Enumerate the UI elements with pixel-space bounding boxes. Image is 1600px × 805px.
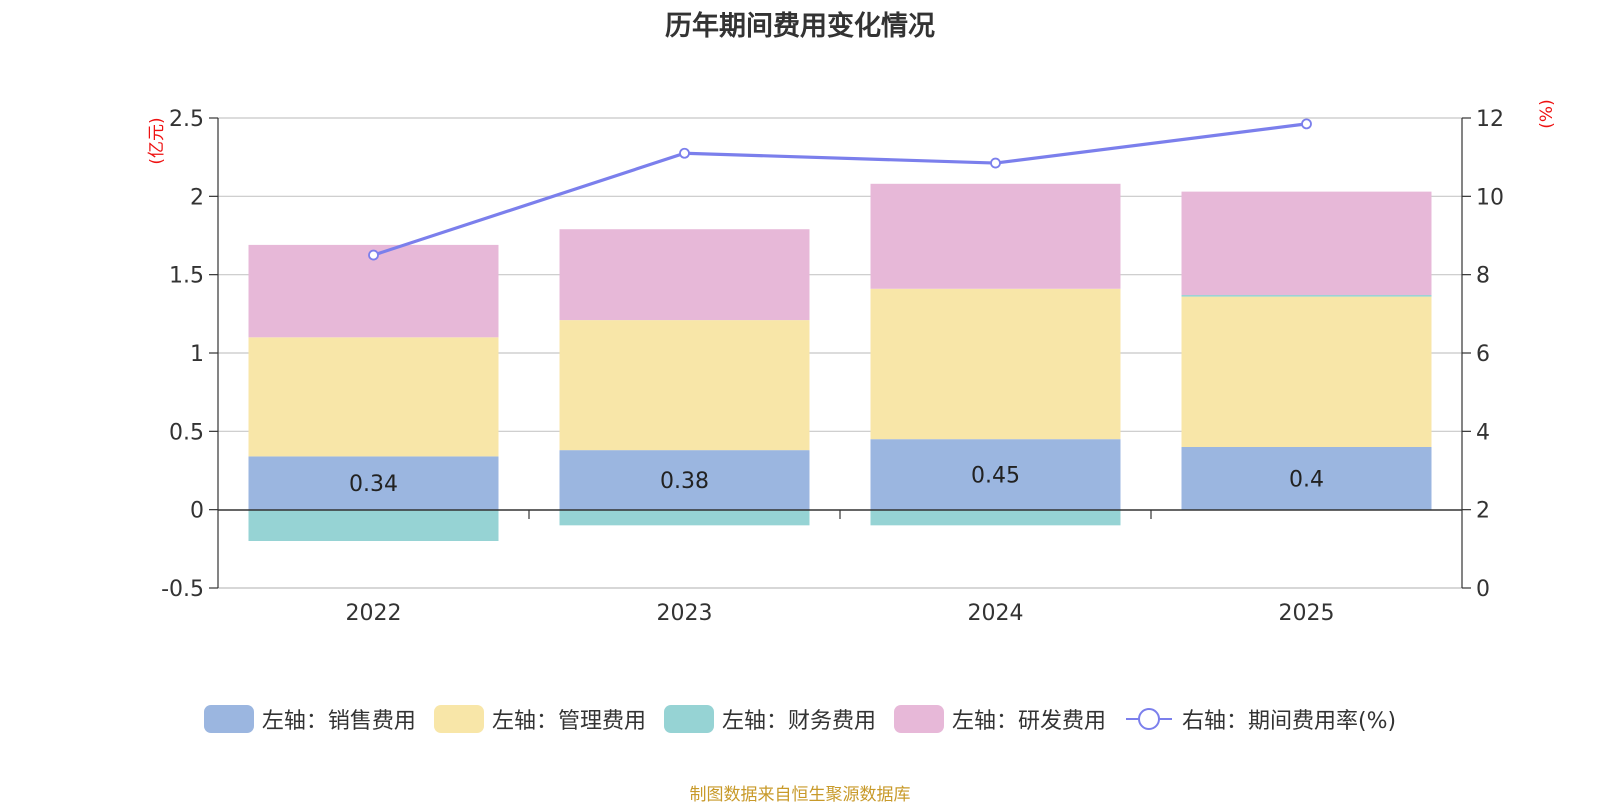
bar-1-2024 (870, 288, 1121, 440)
bar-value-label: 0.34 (349, 472, 398, 497)
chart-labels: 2.5 2 1.5 1 0.5 0 -0.5 12 10 8 6 4 2 0 (亿元) (%) 0.34 0.38… (147, 99, 1557, 626)
bar-2-2023 (559, 509, 810, 526)
legend-label-rd: 左轴：研发费用 (951, 709, 1106, 734)
bar-1-2023 (559, 320, 810, 451)
x-tick-label: 2022 (346, 601, 402, 626)
legend-item-admin[interactable]: 左轴：管理费用 (433, 703, 646, 735)
rate-line (373, 122, 1307, 257)
right-tick-label: 6 (1476, 342, 1490, 367)
right-tick-label: 4 (1476, 420, 1490, 445)
axes (209, 117, 1471, 589)
left-tick-label: -0.5 (161, 577, 204, 602)
right-axis-unit: (%) (1537, 99, 1557, 128)
left-tick-label: 0 (190, 499, 204, 524)
left-tick-label: 0.5 (169, 420, 204, 445)
legend-label-admin: 左轴：管理费用 (491, 709, 646, 734)
bar-value-label: 0.38 (660, 469, 709, 494)
source-note: 制图数据来自恒生聚源数据库 (689, 785, 911, 805)
right-tick-label: 12 (1476, 107, 1504, 132)
left-tick-label: 2.5 (169, 107, 204, 132)
rate-point-2025 (1301, 118, 1312, 130)
bar-2-2022 (248, 509, 499, 541)
bar-1-2025 (1181, 296, 1432, 447)
legend-swatch-finance (663, 705, 714, 733)
x-tick-label: 2023 (657, 601, 713, 626)
bar-3-2024 (870, 183, 1121, 289)
chart-title: 历年期间费用变化情况 (665, 11, 935, 42)
legend-swatch-sales (203, 705, 254, 733)
bar-2-2025 (1181, 295, 1432, 297)
legend-label-finance: 左轴：财务费用 (721, 709, 876, 734)
right-tick-label: 10 (1476, 185, 1504, 210)
rate-point-2022 (368, 249, 379, 261)
rate-point-2024 (990, 157, 1001, 169)
left-tick-label: 2 (190, 185, 204, 210)
bar-0-2025 (1181, 447, 1432, 510)
legend-swatch-rd (893, 705, 944, 733)
x-tick-label: 2024 (968, 601, 1024, 626)
legend-swatch-admin (433, 705, 484, 733)
bar-0-2024 (870, 439, 1121, 510)
bar-value-label: 0.4 (1289, 467, 1324, 492)
bar-3-2023 (559, 229, 810, 321)
legend-item-rate[interactable]: 右轴：期间费用率(%) (1124, 703, 1396, 735)
left-tick-label: 1.5 (169, 264, 204, 289)
right-tick-label: 8 (1476, 264, 1490, 289)
legend-line-marker-icon (1125, 708, 1172, 730)
x-tick-label: 2025 (1279, 601, 1335, 626)
left-axis-unit: (亿元) (147, 117, 167, 164)
left-tick-label: 1 (190, 342, 204, 367)
bar-1-2022 (248, 337, 499, 457)
legend-item-finance[interactable]: 左轴：财务费用 (663, 703, 876, 735)
legend-item-rd[interactable]: 左轴：研发费用 (893, 703, 1106, 735)
legend-label-sales: 左轴：销售费用 (261, 709, 416, 734)
right-tick-label: 2 (1476, 499, 1490, 524)
legend: 左轴：销售费用 左轴：管理费用 左轴：财务费用 左轴：研发费用 右轴：期间费用率… (0, 703, 1600, 735)
legend-item-sales[interactable]: 左轴：销售费用 (203, 703, 416, 735)
right-tick-label: 0 (1476, 577, 1490, 602)
bar-3-2025 (1181, 191, 1432, 296)
rate-line-series (368, 118, 1312, 261)
rate-point-2023 (679, 147, 690, 159)
bar-0-2023 (559, 450, 810, 510)
bar-2-2024 (870, 509, 1121, 526)
legend-label-rate: 右轴：期间费用率(%) (1181, 709, 1397, 734)
bar-value-label: 0.45 (971, 463, 1020, 488)
bar-series (248, 183, 1432, 541)
bar-0-2022 (248, 456, 499, 510)
